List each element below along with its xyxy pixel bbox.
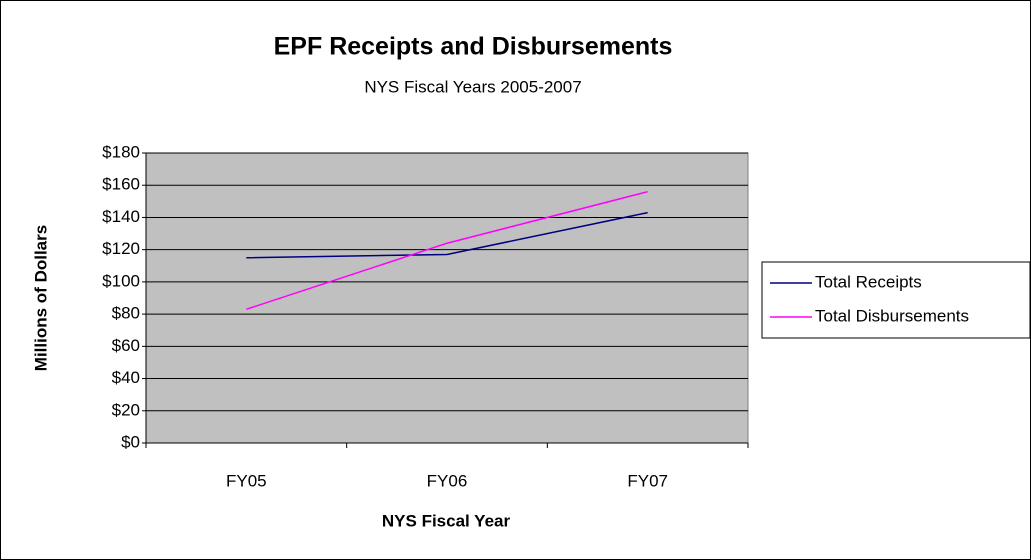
y-axis-label: Millions of Dollars bbox=[31, 225, 50, 371]
y-tick-label: $100 bbox=[102, 271, 140, 290]
x-tick-label: FY07 bbox=[627, 471, 668, 490]
series-line bbox=[246, 190, 648, 310]
legend-label: Total Receipts bbox=[815, 272, 922, 291]
y-tick-label: $140 bbox=[102, 207, 140, 226]
y-tick-label: $0 bbox=[121, 432, 140, 451]
y-tick-label: $60 bbox=[112, 336, 140, 355]
y-tick-label: $20 bbox=[112, 400, 140, 419]
chart-subtitle: NYS Fiscal Years 2005-2007 bbox=[364, 77, 581, 96]
series-line bbox=[246, 211, 648, 259]
x-axis-label: NYS Fiscal Year bbox=[382, 511, 511, 530]
y-tick-label: $80 bbox=[112, 304, 140, 323]
x-tick-label: FY06 bbox=[427, 471, 468, 490]
plot-area bbox=[145, 152, 749, 444]
y-tick-label: $120 bbox=[102, 239, 140, 258]
x-tick-label: FY05 bbox=[226, 471, 267, 490]
legend-box bbox=[761, 261, 1031, 339]
y-tick-label: $180 bbox=[102, 142, 140, 161]
y-tick-label: $160 bbox=[102, 175, 140, 194]
chart-title: EPF Receipts and Disbursements bbox=[274, 33, 673, 61]
legend-label: Total Disbursements bbox=[815, 306, 969, 325]
y-tick-label: $40 bbox=[112, 368, 140, 387]
